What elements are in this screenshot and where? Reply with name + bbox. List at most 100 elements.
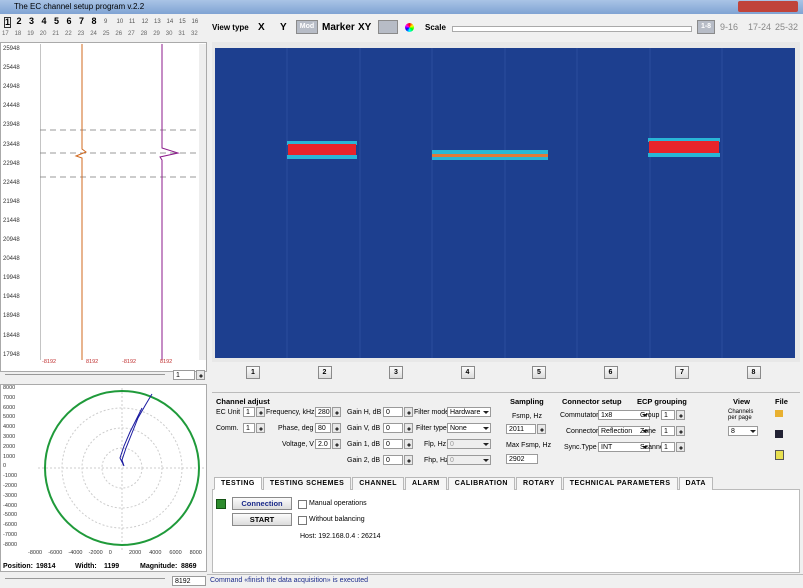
channel-number[interactable]: 29 bbox=[153, 31, 160, 37]
channel-number[interactable]: 3 bbox=[29, 16, 35, 26]
channel-number[interactable]: 28 bbox=[140, 31, 148, 37]
spin[interactable] bbox=[404, 423, 413, 433]
tab[interactable]: CALIBRATION bbox=[447, 477, 515, 490]
spin[interactable] bbox=[676, 410, 685, 420]
page-button[interactable]: 25-32 bbox=[775, 22, 799, 32]
field-value[interactable]: 280 bbox=[315, 407, 331, 417]
tab[interactable]: ROTARY bbox=[515, 477, 562, 490]
spin[interactable] bbox=[404, 439, 413, 449]
channel-number[interactable]: 22 bbox=[65, 31, 72, 37]
spin[interactable] bbox=[404, 455, 413, 465]
scale-slider[interactable] bbox=[452, 26, 692, 32]
start-button[interactable]: START bbox=[232, 513, 292, 526]
channel-number[interactable]: 8 bbox=[91, 16, 97, 26]
field-value[interactable]: 0 bbox=[383, 439, 403, 449]
field-value[interactable]: 0 bbox=[383, 455, 403, 465]
channel-button[interactable]: 8 bbox=[746, 366, 761, 379]
tab[interactable]: CHANNEL bbox=[352, 477, 404, 490]
channel-button[interactable]: 4 bbox=[460, 366, 475, 379]
spin[interactable] bbox=[256, 423, 265, 433]
field-value[interactable]: Hardware bbox=[447, 407, 491, 417]
file-open-icon[interactable] bbox=[775, 410, 783, 417]
channel-number[interactable]: 15 bbox=[179, 19, 186, 25]
view-x[interactable]: X bbox=[258, 22, 265, 33]
field-value[interactable]: None bbox=[447, 423, 491, 433]
range-combo[interactable]: 8192 bbox=[172, 576, 206, 586]
channel-number[interactable]: 5 bbox=[54, 16, 60, 26]
dropdown-arrow[interactable] bbox=[482, 456, 490, 464]
spin[interactable] bbox=[332, 439, 341, 449]
channel-button[interactable]: 2 bbox=[317, 366, 332, 379]
channel-number[interactable]: 18 bbox=[14, 31, 22, 37]
field-value[interactable]: 1 bbox=[661, 442, 675, 452]
strip-scroll[interactable] bbox=[199, 44, 206, 360]
spin[interactable] bbox=[332, 407, 341, 417]
dropdown-arrow[interactable] bbox=[641, 427, 649, 435]
field-value[interactable]: 0 bbox=[447, 455, 491, 465]
field-value[interactable]: 2011 bbox=[506, 424, 536, 434]
channel-number[interactable]: 9 bbox=[104, 19, 108, 25]
view-xy[interactable]: XY bbox=[358, 22, 372, 33]
spin[interactable] bbox=[537, 424, 546, 434]
channel-number[interactable]: 19 bbox=[27, 31, 34, 37]
channel-number[interactable]: 13 bbox=[154, 19, 161, 25]
color-icon[interactable] bbox=[405, 23, 414, 32]
field-value[interactable]: 8 bbox=[728, 426, 758, 436]
field-value[interactable]: 0 bbox=[447, 439, 491, 449]
file-export-icon[interactable] bbox=[775, 450, 784, 460]
channel-button[interactable]: 3 bbox=[389, 366, 403, 379]
channel-number[interactable]: 16 bbox=[191, 19, 199, 25]
field-value[interactable]: 1 bbox=[661, 410, 675, 420]
view-y[interactable]: Y bbox=[280, 22, 287, 33]
dropdown-arrow[interactable] bbox=[482, 440, 490, 448]
tab[interactable]: DATA bbox=[678, 477, 713, 490]
channel-number[interactable]: 4 bbox=[41, 16, 47, 26]
channel-number[interactable]: 23 bbox=[77, 31, 85, 37]
spin[interactable] bbox=[256, 407, 265, 417]
channel-number[interactable]: 20 bbox=[39, 31, 47, 37]
channel-number[interactable]: 6 bbox=[66, 16, 72, 26]
strip-slider[interactable] bbox=[5, 374, 165, 381]
channel-number[interactable]: 21 bbox=[52, 31, 60, 37]
channel-number[interactable]: 26 bbox=[115, 31, 123, 37]
field-value[interactable]: 1 bbox=[243, 407, 255, 417]
window-controls[interactable] bbox=[738, 1, 798, 12]
checkbox[interactable] bbox=[298, 516, 307, 525]
channel-number[interactable]: 30 bbox=[165, 31, 173, 37]
field-value[interactable]: 2.0 bbox=[315, 439, 331, 449]
file-save-icon[interactable] bbox=[775, 430, 783, 438]
channel-number[interactable]: 31 bbox=[178, 31, 186, 37]
page-button[interactable]: 1-8 bbox=[697, 20, 715, 34]
channel-number[interactable]: 1 bbox=[4, 17, 12, 28]
field-value[interactable]: 1 bbox=[661, 426, 675, 436]
dropdown-arrow[interactable] bbox=[482, 424, 490, 432]
channel-number[interactable]: 14 bbox=[166, 19, 174, 25]
spin[interactable] bbox=[196, 370, 205, 380]
page-button[interactable]: 9-16 bbox=[720, 22, 739, 32]
strip-spin[interactable]: 1 bbox=[173, 370, 195, 380]
field-value[interactable]: 0 bbox=[383, 407, 403, 417]
field-value[interactable]: INT bbox=[598, 442, 650, 452]
channel-number[interactable]: 10 bbox=[116, 19, 124, 25]
bottom-slider[interactable] bbox=[5, 578, 165, 584]
field-value[interactable]: 1x8 bbox=[598, 410, 650, 420]
tab[interactable]: TECHNICAL PARAMETERS bbox=[562, 477, 678, 490]
channel-number[interactable]: 24 bbox=[90, 31, 97, 37]
dropdown-arrow[interactable] bbox=[641, 443, 649, 451]
channel-number[interactable]: 2 bbox=[16, 16, 22, 26]
field-value[interactable]: Reflection bbox=[598, 426, 650, 436]
tab[interactable]: TESTING SCHEMES bbox=[262, 477, 352, 490]
dropdown-arrow[interactable] bbox=[482, 408, 490, 416]
view-mod[interactable]: Mod bbox=[296, 20, 318, 34]
checkbox[interactable] bbox=[298, 500, 307, 509]
field-value[interactable]: 0 bbox=[383, 423, 403, 433]
channel-number[interactable]: 11 bbox=[129, 19, 136, 25]
connection-button[interactable]: Connection bbox=[232, 497, 292, 510]
channel-button[interactable]: 5 bbox=[532, 366, 546, 379]
dropdown-arrow[interactable] bbox=[641, 411, 649, 419]
channel-number[interactable]: 17 bbox=[2, 31, 9, 37]
channel-number[interactable]: 12 bbox=[141, 19, 149, 25]
channel-button[interactable]: 7 bbox=[675, 366, 689, 379]
channel-number[interactable]: 25 bbox=[102, 31, 110, 37]
spin[interactable] bbox=[332, 423, 341, 433]
